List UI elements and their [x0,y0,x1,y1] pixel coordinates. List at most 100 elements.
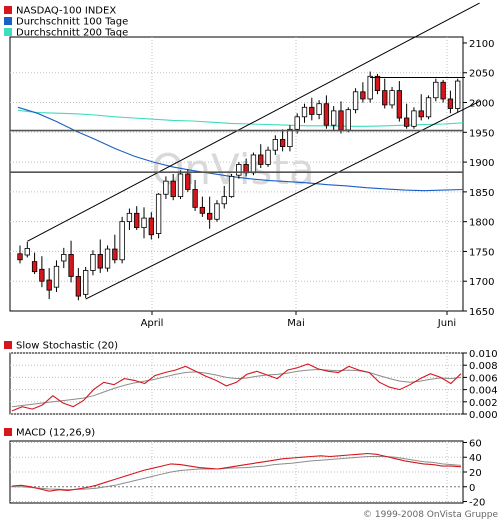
candle-body [301,106,308,118]
price-y-ticks: 2100 2050 2000 1950 1900 1850 1800 1750 1700 1650 [463,39,494,318]
candle [389,87,395,109]
stochastic-y-tick-label: 0.006 [469,373,498,384]
candle [309,97,315,121]
candle [272,135,278,155]
candle-body [199,206,206,214]
candle-body [382,90,388,106]
candle [119,216,125,264]
candle [418,94,424,121]
macd-y-ticks: 60 40 20 0 -20 [463,438,485,509]
candle-body [97,254,103,269]
candle-body [68,254,74,277]
macd-lines [11,452,462,492]
candle-body [236,164,242,176]
candle [214,200,220,222]
trendline-channel-upper [27,2,480,242]
candle-body [221,196,227,205]
candle [323,95,330,129]
candle [170,174,176,201]
candle-body [126,212,133,223]
candle [425,95,432,120]
price-panel-frame [9,36,464,312]
candles [17,71,461,301]
stochastic-main-line [11,363,462,412]
candle-body [228,175,235,198]
candle [148,212,154,240]
legend-swatch-ma200 [4,28,12,36]
candle [163,176,169,200]
candle-body [360,91,366,100]
candle-body [309,106,315,115]
candle [53,260,60,292]
candle-body [425,97,432,118]
candle-body [455,80,461,109]
price-y-tick-label: 2050 [469,69,494,80]
candle-body [104,248,111,269]
price-y-tick-label: 1700 [469,277,494,288]
candle [440,79,446,103]
candle-body [389,90,395,106]
candle [24,241,30,258]
candle-body [287,128,293,147]
price-y-tick-label: 1950 [469,128,494,139]
price-y-tick-label: 1850 [469,188,494,199]
legend-label-ma200: Durchschnitt 200 Tage [16,28,128,39]
candle-body [250,154,257,174]
candle [265,146,271,167]
candle-body [258,154,264,165]
stochastic-grid [10,352,463,415]
stochastic-y-tick-label: 0.002 [469,398,498,409]
candle [39,256,45,288]
candle-body [316,103,322,115]
macd-grid [10,441,463,503]
price-y-tick-label: 2000 [469,99,494,110]
stochastic-y-tick-label: 0.000 [469,410,498,421]
candle [360,82,366,103]
candle-body [185,173,191,190]
candle-body [338,110,344,131]
candle-body [214,203,220,220]
candle [382,78,388,109]
candle [287,125,293,152]
legend-label-index: NASDAQ-100 INDEX [16,6,116,17]
price-panel: OnVista 21002050200019501900185018001750… [4,2,494,329]
price-y-tick-label: 2100 [469,39,494,50]
trendline-channel-lower [85,100,480,300]
candle [17,245,23,264]
price-legend: NASDAQ-100 INDEX Durchschnitt 100 Tage D… [4,6,128,39]
legend-label-ma100: Durchschnitt 100 Tage [16,17,128,28]
price-x-tick-label: Mai [287,318,305,329]
price-y-tick-label: 1800 [469,218,494,229]
stochastic-panel-frame [9,352,464,415]
candle-body [352,91,359,111]
price-x-ticks: April Mai Juni [141,311,456,329]
candle-body [447,98,454,109]
candle [411,107,417,129]
candle [207,196,213,229]
candle [228,174,235,198]
candle-body [75,276,82,297]
legend-swatch-stochastic [4,341,12,349]
macd-y-tick-label: 40 [469,453,482,464]
candle-body [294,116,300,130]
candle-body [367,75,373,100]
candle-body [17,253,23,261]
price-y-tick-label: 1900 [469,158,494,169]
stochastic-y-tick-label: 0.004 [469,386,498,397]
legend-label-stochastic: Slow Stochastic (20) [16,341,118,352]
stochastic-lines [11,363,462,412]
candle-body [207,212,213,220]
ma100-line [17,106,464,192]
candle-body [440,81,446,100]
candle-body [61,254,67,262]
candle [61,247,67,269]
stochastic-y-tick-label: 0.008 [469,361,498,372]
candle [192,179,198,211]
candle-body [163,180,169,195]
candle [126,208,133,230]
candle [46,268,52,300]
legend-swatch-macd [4,428,12,436]
